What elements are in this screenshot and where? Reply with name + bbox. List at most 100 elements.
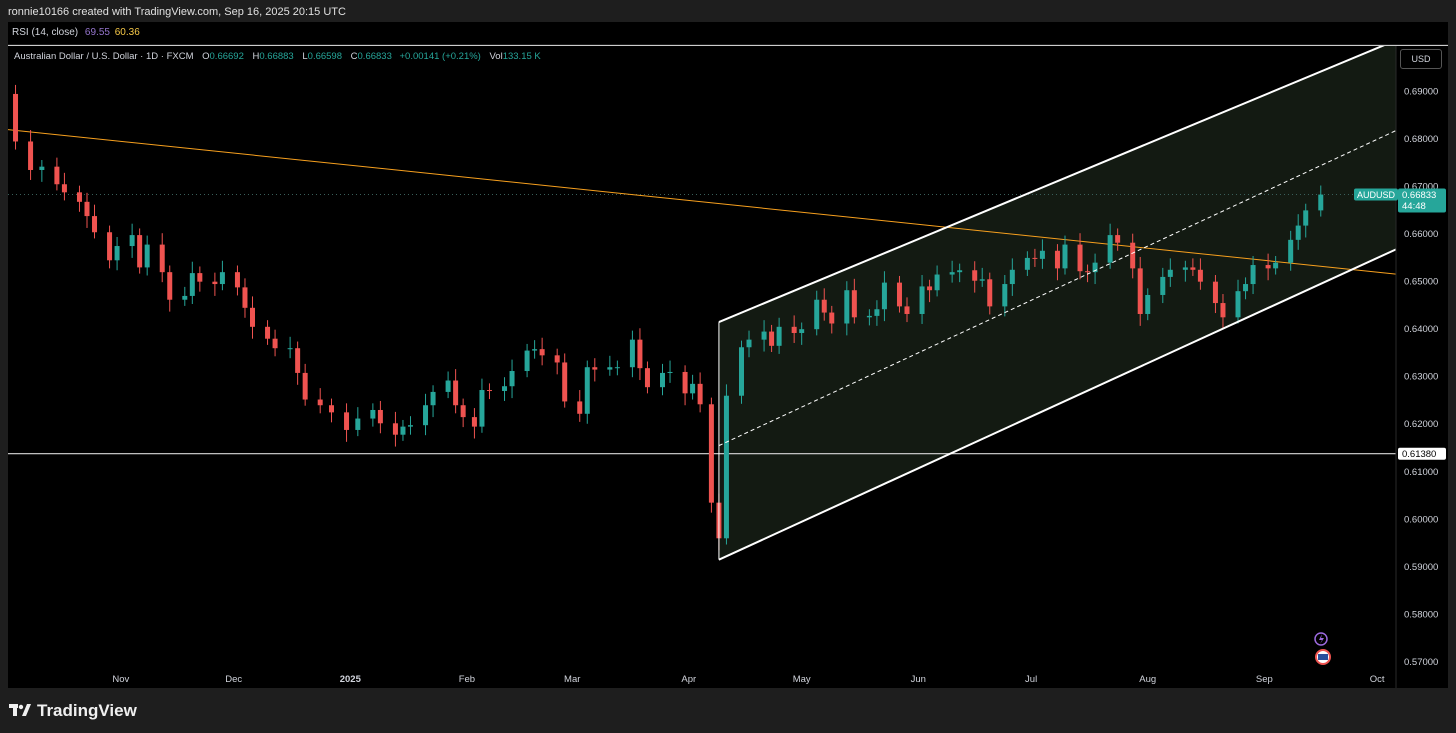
candle-body[interactable]: [430, 391, 436, 406]
candle-body[interactable]: [1212, 281, 1218, 304]
candle-body[interactable]: [234, 272, 240, 288]
candle-body[interactable]: [1182, 267, 1188, 270]
candle-body[interactable]: [584, 367, 590, 414]
candle-body[interactable]: [189, 273, 195, 296]
candle-body[interactable]: [249, 307, 255, 327]
candle-body[interactable]: [919, 286, 925, 314]
candle-body[interactable]: [979, 279, 985, 281]
candle-body[interactable]: [1137, 268, 1143, 314]
candle-body[interactable]: [682, 371, 688, 394]
candle-body[interactable]: [355, 418, 361, 430]
candle-body[interactable]: [407, 425, 413, 427]
candle-body[interactable]: [1250, 265, 1256, 285]
candle-body[interactable]: [723, 395, 729, 539]
candle-body[interactable]: [144, 244, 150, 268]
candle-body[interactable]: [972, 270, 978, 281]
candle-body[interactable]: [328, 405, 334, 413]
candle-body[interactable]: [690, 383, 696, 394]
currency-selector[interactable]: USD: [1400, 49, 1442, 69]
candle-body[interactable]: [904, 306, 910, 314]
candle-body[interactable]: [697, 383, 703, 405]
candle-body[interactable]: [445, 380, 451, 392]
rsi-indicator-header[interactable]: RSI (14, close) 69.55 60.36: [8, 22, 1448, 44]
candle-body[interactable]: [844, 290, 850, 324]
descending-trendline[interactable]: [8, 129, 1397, 275]
candle-body[interactable]: [554, 355, 560, 363]
candle-body[interactable]: [607, 367, 613, 370]
candle-body[interactable]: [927, 286, 933, 291]
candle-body[interactable]: [1130, 242, 1136, 269]
candle-body[interactable]: [302, 372, 308, 400]
candle-body[interactable]: [949, 272, 955, 275]
candle-body[interactable]: [1288, 239, 1294, 263]
candle-body[interactable]: [76, 192, 82, 202]
candle-body[interactable]: [1190, 267, 1196, 270]
candle-body[interactable]: [486, 390, 492, 392]
candle-body[interactable]: [896, 282, 902, 307]
candle-body[interactable]: [272, 338, 278, 349]
candle-body[interactable]: [92, 216, 98, 233]
candle-body[interactable]: [829, 312, 835, 324]
candle-body[interactable]: [776, 326, 782, 346]
channel-upper-line[interactable]: [718, 45, 1396, 323]
candle-body[interactable]: [957, 270, 963, 273]
candle-body[interactable]: [874, 309, 880, 316]
candle-body[interactable]: [114, 246, 120, 261]
candle-body[interactable]: [532, 349, 538, 351]
tradingview-logo[interactable]: TradingView: [9, 701, 137, 721]
level-price-badge[interactable]: [1398, 447, 1446, 460]
last-price-badge[interactable]: [1398, 188, 1446, 213]
candle-body[interactable]: [562, 362, 568, 402]
candle-body[interactable]: [1002, 284, 1008, 307]
candle-body[interactable]: [1085, 271, 1091, 273]
candle-body[interactable]: [1235, 291, 1241, 318]
candle-body[interactable]: [934, 274, 940, 291]
candle-body[interactable]: [524, 350, 530, 372]
candle-body[interactable]: [1115, 235, 1121, 243]
candle-body[interactable]: [509, 371, 515, 387]
candle-body[interactable]: [769, 331, 775, 346]
candle-body[interactable]: [13, 93, 19, 142]
candle-body[interactable]: [265, 326, 271, 339]
candle-body[interactable]: [242, 287, 248, 308]
candle-body[interactable]: [614, 367, 620, 369]
candle-body[interactable]: [738, 347, 744, 396]
candle-body[interactable]: [471, 417, 477, 427]
candle-body[interactable]: [502, 386, 508, 391]
channel-mid-line[interactable]: [718, 130, 1397, 447]
candle-body[interactable]: [1295, 225, 1301, 240]
candle-body[interactable]: [370, 409, 376, 419]
candle-body[interactable]: [761, 331, 767, 340]
candle-body[interactable]: [1092, 262, 1098, 273]
candle-body[interactable]: [667, 371, 673, 373]
candle-body[interactable]: [212, 281, 218, 285]
candle-body[interactable]: [799, 329, 805, 333]
candle-body[interactable]: [814, 299, 820, 330]
candle-body[interactable]: [167, 272, 173, 300]
candle-body[interactable]: [295, 348, 301, 373]
candle-body[interactable]: [1318, 194, 1324, 211]
candle-body[interactable]: [1032, 257, 1038, 259]
candle-body[interactable]: [637, 339, 643, 369]
candle-body[interactable]: [1167, 269, 1173, 277]
candle-body[interactable]: [746, 339, 752, 348]
candle-body[interactable]: [182, 295, 188, 300]
candle-body[interactable]: [219, 272, 225, 285]
candle-body[interactable]: [629, 339, 635, 368]
candle-body[interactable]: [54, 166, 60, 185]
candle-body[interactable]: [1024, 257, 1030, 270]
lightning-event-icon[interactable]: [1314, 632, 1328, 646]
candle-body[interactable]: [28, 141, 34, 170]
candle-body[interactable]: [377, 409, 383, 424]
candle-body[interactable]: [479, 390, 485, 427]
candle-body[interactable]: [129, 235, 135, 247]
candle-body[interactable]: [107, 232, 113, 261]
candle-body[interactable]: [708, 404, 714, 503]
candle-body[interactable]: [460, 405, 466, 418]
candle-body[interactable]: [881, 282, 887, 310]
candle-body[interactable]: [592, 367, 598, 370]
candle-body[interactable]: [392, 423, 398, 435]
candle-body[interactable]: [1197, 269, 1203, 282]
candle-body[interactable]: [197, 273, 203, 282]
candle-body[interactable]: [1243, 284, 1249, 292]
